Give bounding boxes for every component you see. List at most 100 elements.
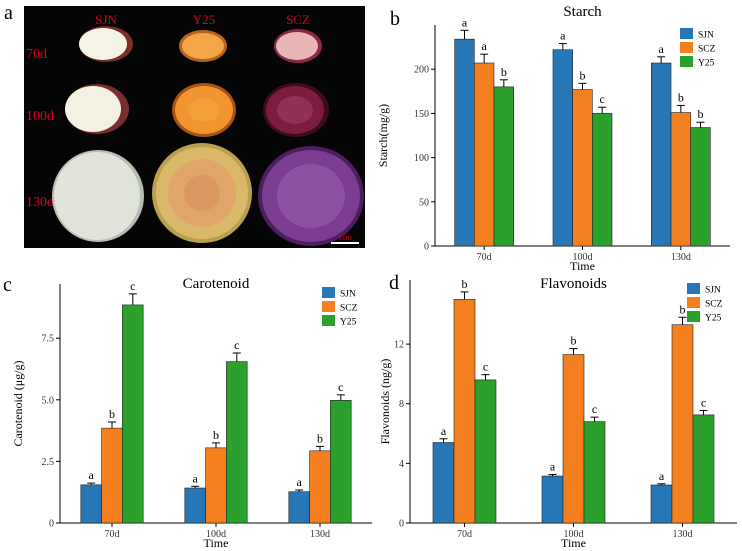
b-legend-label-y25: Y25 bbox=[698, 59, 715, 69]
c-bar-y25-100d bbox=[226, 361, 248, 524]
slice-sjn-130d bbox=[52, 150, 144, 242]
c-bar-sjn-130d bbox=[288, 491, 310, 524]
b-y-tick-label: 100 bbox=[414, 153, 429, 164]
b-significance-letter: b bbox=[580, 68, 586, 82]
b-legend-swatch-sjn bbox=[680, 28, 693, 39]
tuber-slices-photo: SJN Y25 SCZ 70d 100d 130d bbox=[24, 6, 365, 248]
carotenoid-chart: Carotenoid 0 2.5 5.0 7.5 Carotenoid (μg/g) Tim… bbox=[11, 276, 372, 550]
panel-letter-c: c bbox=[3, 274, 12, 296]
c-legend-label-sjn: SJN bbox=[340, 290, 356, 300]
b-x-tick-label: 130d bbox=[671, 252, 691, 263]
d-significance-letter: a bbox=[659, 469, 665, 483]
d-bar-scz-70d bbox=[453, 299, 476, 524]
b-bar-sjn-70d bbox=[454, 38, 475, 247]
slice-y25-70d bbox=[179, 30, 227, 62]
b-legend-swatch-y25 bbox=[680, 56, 693, 67]
slice-sjn-70d bbox=[79, 26, 133, 62]
d-x-tick-label: 100d bbox=[564, 529, 584, 540]
d-significance-letter: c bbox=[483, 360, 488, 374]
b-y-tick-label: 0 bbox=[424, 242, 429, 253]
c-x-tick-label: 130d bbox=[310, 529, 330, 540]
d-significance-letter: c bbox=[592, 402, 597, 416]
b-bar-scz-70d bbox=[474, 62, 495, 247]
c-legend-swatch-sjn bbox=[322, 287, 335, 298]
c-legend-swatch-y25 bbox=[322, 315, 335, 326]
c-y-tick-label: 5.0 bbox=[42, 395, 55, 406]
d-bar-sjn-70d bbox=[432, 442, 455, 524]
c-significance-letter: b bbox=[109, 407, 115, 421]
d-y-tick-label: 4 bbox=[399, 459, 404, 470]
d-significance-letter: b bbox=[571, 334, 577, 348]
d-legend-swatch-y25 bbox=[687, 311, 700, 322]
c-bar-scz-100d bbox=[205, 447, 227, 524]
photo-row-label-130d: 130d bbox=[26, 195, 54, 210]
c-y-tick-label: 0 bbox=[49, 519, 54, 530]
d-y-tick-label: 12 bbox=[394, 340, 404, 351]
c-bar-sjn-70d bbox=[80, 484, 102, 524]
photo-row-label-100d: 100d bbox=[26, 109, 54, 124]
b-bar-y25-70d bbox=[493, 86, 514, 247]
d-bar-y25-70d bbox=[474, 379, 497, 524]
c-legend-swatch-scz bbox=[322, 301, 335, 312]
b-significance-letter: a bbox=[560, 29, 566, 43]
c-y-axis-label: Carotenoid (μg/g) bbox=[11, 360, 25, 446]
b-bar-sjn-100d bbox=[552, 49, 573, 247]
b-y-axis-label: Starch(mg/g) bbox=[376, 104, 390, 167]
slice-y25-130d bbox=[152, 143, 252, 243]
starch-chart: Starch050100150200Starch(mg/g)Time70daab… bbox=[376, 4, 730, 273]
c-legend-label-scz: SCZ bbox=[340, 304, 358, 314]
d-significance-letter: a bbox=[550, 460, 556, 474]
c-bar-y25-70d bbox=[122, 304, 144, 524]
b-bar-y25-100d bbox=[592, 113, 613, 247]
d-bar-y25-130d bbox=[692, 414, 715, 524]
d-y-tick-label: 8 bbox=[399, 399, 404, 410]
b-significance-letter: a bbox=[659, 42, 665, 56]
b-bar-scz-130d bbox=[670, 112, 691, 247]
c-bar-sjn-100d bbox=[184, 487, 206, 524]
d-legend-swatch-scz bbox=[687, 297, 700, 308]
c-significance-letter: b bbox=[317, 431, 323, 445]
d-bar-sjn-130d bbox=[650, 484, 673, 524]
b-bar-scz-100d bbox=[572, 89, 593, 247]
c-chart-title: Carotenoid bbox=[183, 276, 250, 292]
c-x-tick-label: 100d bbox=[206, 529, 226, 540]
b-x-tick-label: 70d bbox=[477, 252, 492, 263]
d-y-tick-label: 0 bbox=[399, 519, 404, 530]
c-significance-letter: a bbox=[89, 468, 95, 482]
photo-column-label-sjn: SJN bbox=[95, 12, 117, 27]
c-significance-letter: a bbox=[297, 475, 303, 489]
d-bar-scz-130d bbox=[671, 324, 694, 524]
slice-scz-100d bbox=[263, 83, 329, 137]
b-bar-sjn-130d bbox=[651, 62, 672, 247]
scale-bar-label: 1cm bbox=[338, 233, 353, 242]
c-y-tick-label: 2.5 bbox=[42, 457, 55, 468]
d-legend-label-y25: Y25 bbox=[705, 314, 722, 324]
c-significance-letter: c bbox=[234, 338, 239, 352]
d-significance-letter: b bbox=[680, 302, 686, 316]
photo-column-label-y25: Y25 bbox=[193, 12, 215, 27]
b-y-tick-label: 50 bbox=[419, 197, 429, 208]
photo-column-label-scz: SCZ bbox=[286, 12, 310, 27]
panel-letter-b: b bbox=[390, 8, 400, 30]
d-bar-scz-100d bbox=[562, 354, 585, 524]
c-bar-scz-130d bbox=[309, 450, 331, 524]
b-chart-title: Starch bbox=[563, 4, 602, 20]
b-legend-label-scz: SCZ bbox=[698, 45, 716, 55]
c-bar-y25-130d bbox=[330, 399, 352, 524]
c-significance-letter: c bbox=[338, 380, 343, 394]
b-significance-letter: b bbox=[698, 107, 704, 121]
slice-y25-100d bbox=[172, 83, 236, 137]
b-significance-letter: c bbox=[600, 92, 605, 106]
c-legend-label-y25: Y25 bbox=[340, 318, 357, 328]
d-bar-y25-100d bbox=[583, 421, 606, 524]
d-legend-label-sjn: SJN bbox=[705, 286, 721, 296]
c-bar-scz-70d bbox=[101, 427, 123, 524]
d-significance-letter: b bbox=[462, 277, 468, 291]
b-x-tick-label: 100d bbox=[573, 252, 593, 263]
d-legend-label-scz: SCZ bbox=[705, 300, 723, 310]
d-x-axis-label: Time bbox=[561, 536, 586, 550]
c-x-tick-label: 70d bbox=[105, 529, 120, 540]
c-significance-letter: a bbox=[193, 471, 199, 485]
c-significance-letter: c bbox=[130, 279, 135, 293]
